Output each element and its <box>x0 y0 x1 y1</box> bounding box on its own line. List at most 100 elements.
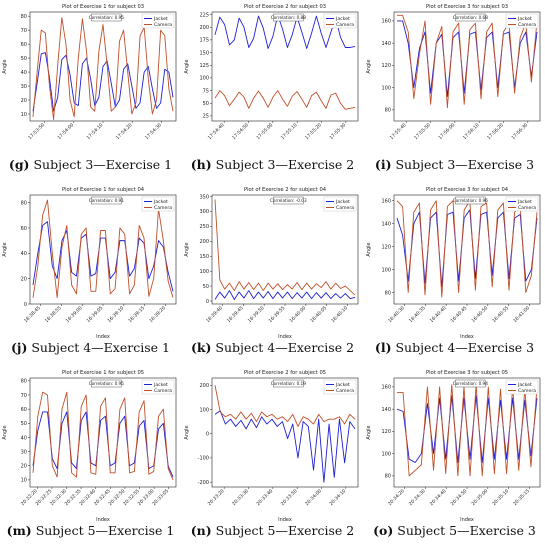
correlation-box <box>455 379 486 388</box>
x-tick-label: 17:55:10 <box>280 122 299 141</box>
caption-text: Subject 3—Exercise 1 <box>29 157 173 172</box>
y-tick-label: 0 <box>24 302 27 308</box>
y-tick-label: 40 <box>21 251 27 257</box>
panel-caption: (i) Subject 3—Exercise 3 <box>364 157 545 172</box>
chart-title: Plot of Exercise 3 for subject 04 <box>426 187 509 193</box>
correlation-box <box>273 379 304 388</box>
caption-letter: (i) <box>374 157 392 172</box>
correlation-label: Correlation: 0.96 <box>453 198 488 203</box>
correlation-label: Correlation: 0.95 <box>89 15 124 20</box>
series-line-jacket <box>32 52 174 112</box>
y-tick-label: 80 <box>385 108 391 114</box>
y-tick-label: 100 <box>381 267 391 273</box>
y-tick-label: 50 <box>21 421 27 427</box>
x-tick-label: 16:40:40 <box>429 305 448 324</box>
series-line-jacket <box>214 410 356 483</box>
series-line-camera <box>214 385 356 427</box>
chart-svg: Plot of Exercise 1 for subject 04 0 20 40 60… <box>2 187 177 340</box>
y-tick-label: 10 <box>21 112 27 118</box>
x-tick-label: 17:55:30 <box>328 122 347 141</box>
x-tick-label: 17:53:50 <box>27 122 46 141</box>
y-tick-label: 80 <box>21 379 27 385</box>
x-tick-label: 17:55:00 <box>255 122 274 141</box>
x-tick-label: 17:55:50 <box>413 122 432 141</box>
correlation-label: Correlation: 0.94 <box>453 381 488 386</box>
legend-entry: Camera <box>154 22 172 28</box>
legend-entry: Jacket <box>153 382 168 388</box>
legend-entry: Camera <box>154 205 172 211</box>
x-tick-label: 20:35:00 <box>470 488 489 507</box>
caption-text: Subject 4—Exercise 2 <box>211 340 355 355</box>
y-axis-label: Angle <box>366 425 372 439</box>
x-tick-label: 16:39:10 <box>106 305 125 324</box>
y-axis-label: Angle <box>2 59 8 73</box>
caption-letter: (k) <box>190 340 212 355</box>
y-tick-label: 160 <box>381 199 391 205</box>
x-tick-label: 20:34:00 <box>304 488 323 507</box>
x-tick-label: 20:35:15 <box>512 488 531 507</box>
y-tick-label: 70 <box>21 393 27 399</box>
correlation-box <box>91 13 122 22</box>
x-tick-label: 16:40:35 <box>408 305 427 324</box>
x-tick-label: 16:40:55 <box>491 305 510 324</box>
legend-entry: Camera <box>336 205 354 211</box>
y-tick-label: 70 <box>21 28 27 34</box>
x-tick-label: 17:56:30 <box>510 122 529 141</box>
y-tick-label: 120 <box>381 63 391 69</box>
legend-entry: Jacket <box>335 382 350 388</box>
panel-caption: (g) Subject 3—Exercise 1 <box>0 157 181 172</box>
caption-letter: (l) <box>374 340 392 355</box>
y-tick-label: 0 <box>206 432 209 438</box>
y-tick-label: 50 <box>203 284 209 290</box>
legend-entry: Camera <box>336 388 354 394</box>
correlation-box <box>455 13 486 22</box>
plot-frame <box>211 11 359 122</box>
legend-entry: Jacket <box>335 16 350 22</box>
y-axis-label: Angle <box>184 59 190 73</box>
x-tick-label: 20:33:20 <box>207 488 226 507</box>
x-axis-label: Index <box>278 334 292 340</box>
y-tick-label: 140 <box>381 41 391 47</box>
panel-caption: (h) Subject 3—Exercise 2 <box>182 157 363 172</box>
x-tick-label: 17:54:30 <box>144 122 163 141</box>
x-tick-label: 17:54:50 <box>231 122 250 141</box>
x-tick-label: 17:54:10 <box>86 122 105 141</box>
caption-letter: (m) <box>6 523 32 538</box>
x-tick-label: 16:41:00 <box>512 305 531 324</box>
y-tick-label: 300 <box>199 209 209 215</box>
panel-caption: (l) Subject 4—Exercise 3 <box>364 340 545 355</box>
x-tick-label: 16:40:50 <box>470 305 489 324</box>
x-tick-label: 20:35:10 <box>491 488 510 507</box>
x-axis-label: Index <box>460 334 474 340</box>
chart-svg: Plot of Exercise 1 for subject 05 10 20 30 4… <box>2 370 177 523</box>
caption-text: Subject 4—Exercise 3 <box>391 340 535 355</box>
y-tick-label: 175 <box>199 38 209 44</box>
x-axis-label: Index <box>96 517 110 523</box>
legend-entry: Jacket <box>517 382 532 388</box>
y-tick-label: -100 <box>198 456 209 462</box>
panel-caption: (o) Subject 5—Exercise 3 <box>364 523 545 538</box>
x-tick-label: 20:33:05 <box>151 488 170 507</box>
x-tick-label: 16:40:45 <box>450 305 469 324</box>
series-line-camera <box>396 200 538 298</box>
y-tick-label: 350 <box>199 194 209 200</box>
y-tick-label: 100 <box>199 76 209 82</box>
y-axis-label: Angle <box>2 425 8 439</box>
correlation-label: Correlation: 0.19 <box>271 381 306 386</box>
y-tick-label: 200 <box>199 239 209 245</box>
x-tick-label: 20:33:30 <box>231 488 250 507</box>
legend-entry: Jacket <box>517 16 532 22</box>
legend-entry: Jacket <box>153 199 168 205</box>
x-tick-label: 16:40:10 <box>330 305 349 324</box>
legend-entry: Camera <box>518 22 536 28</box>
panel-m: Plot of Exercise 1 for subject 05 10 20 30 4… <box>0 366 181 549</box>
x-tick-label: 20:34:10 <box>328 488 347 507</box>
y-tick-label: 225 <box>199 12 209 18</box>
y-tick-label: 150 <box>199 254 209 260</box>
x-tick-label: 16:39:50 <box>247 305 266 324</box>
correlation-label: Correlation: 0.68 <box>453 15 488 20</box>
x-tick-label: 16:39:15 <box>127 305 146 324</box>
x-tick-label: 17:56:10 <box>462 122 481 141</box>
x-tick-label: 16:38:45 <box>23 305 42 324</box>
chart-title: Plot of Exercise 3 for subject 03 <box>426 4 508 10</box>
